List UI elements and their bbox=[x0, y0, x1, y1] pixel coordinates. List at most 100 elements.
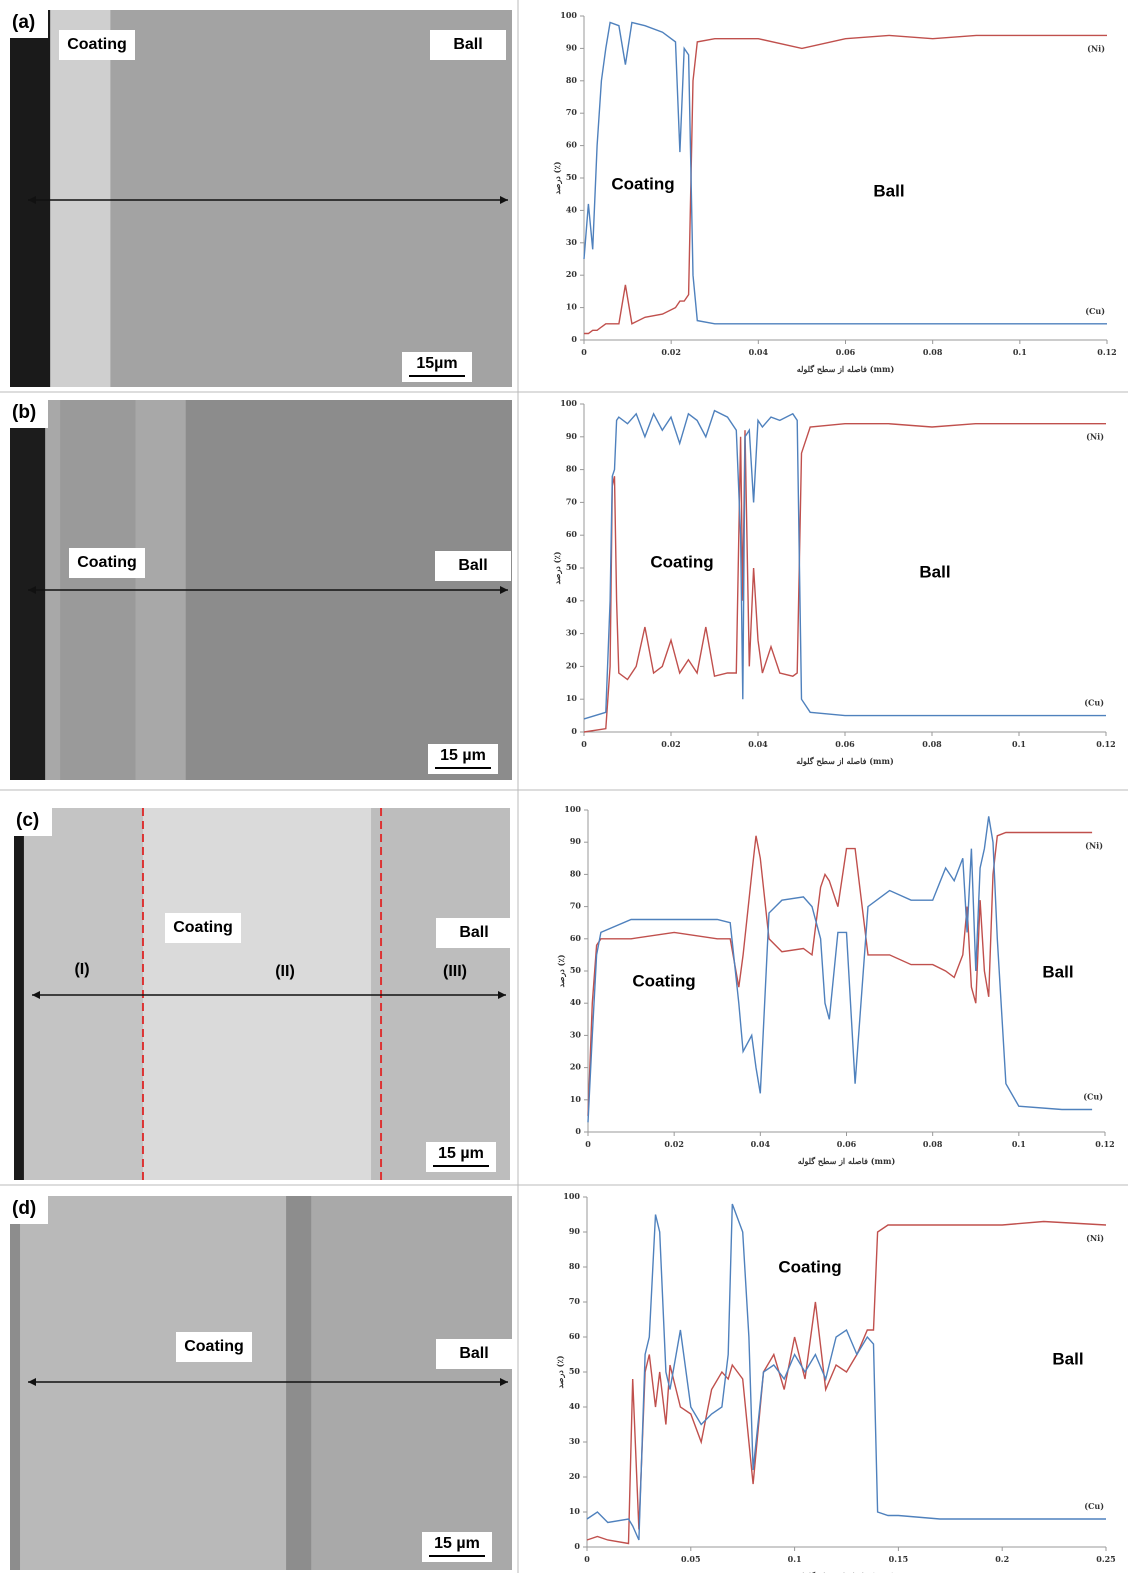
series-line bbox=[586, 1220, 1107, 1545]
legend-label: (Cu) bbox=[1084, 1501, 1104, 1511]
x-tick-label: 0.04 bbox=[751, 1139, 771, 1149]
x-tick-label: 0 bbox=[581, 347, 587, 357]
x-tick-label: 0.1 bbox=[1013, 347, 1027, 357]
x-tick-label: 0.06 bbox=[835, 739, 855, 749]
x-tick-label: 0.02 bbox=[661, 347, 680, 357]
legend-label: (Ni) bbox=[1086, 1233, 1104, 1243]
x-tick-label: 0.05 bbox=[681, 1554, 700, 1564]
x-tick-label: 0.12 bbox=[1096, 739, 1115, 749]
x-tick-label: 0.02 bbox=[664, 1139, 683, 1149]
image-label: Coating bbox=[173, 919, 233, 936]
annotation: Coating bbox=[650, 552, 713, 571]
y-tick-label: 20 bbox=[569, 1471, 581, 1481]
y-tick-label: 30 bbox=[566, 237, 578, 247]
y-tick-label: 40 bbox=[570, 997, 582, 1007]
annotation: Coating bbox=[611, 174, 674, 193]
x-axis-label: فاصله از سطح گلوله (mm) bbox=[798, 1156, 896, 1167]
x-tick-label: 0.04 bbox=[749, 347, 769, 357]
image-label: Coating bbox=[184, 1338, 244, 1355]
y-tick-label: 70 bbox=[566, 107, 578, 117]
panel-label-box bbox=[8, 1192, 48, 1224]
panel-label: (c) bbox=[16, 810, 39, 831]
annotation: Ball bbox=[873, 181, 904, 200]
sem-image-region bbox=[20, 1196, 287, 1570]
legend-label: (Cu) bbox=[1083, 1091, 1103, 1101]
y-tick-label: 0 bbox=[571, 334, 577, 344]
x-tick-label: 0.08 bbox=[923, 347, 943, 357]
image-label: Ball bbox=[459, 924, 488, 941]
sem-image-region bbox=[14, 808, 24, 1180]
label-box bbox=[59, 30, 135, 60]
image-label: (III) bbox=[443, 963, 467, 980]
x-tick-label: 0.02 bbox=[661, 739, 680, 749]
y-tick-label: 100 bbox=[564, 804, 581, 814]
y-tick-label: 100 bbox=[560, 398, 577, 408]
y-tick-label: 40 bbox=[566, 204, 578, 214]
y-tick-label: 50 bbox=[566, 172, 578, 182]
x-tick-label: 0.08 bbox=[922, 739, 942, 749]
y-axis-label: درصد (٪) bbox=[555, 1355, 566, 1388]
image-label: Ball bbox=[459, 1345, 488, 1362]
x-axis-label: فاصله از سطح گلوله (mm) bbox=[796, 756, 894, 767]
series-line bbox=[587, 831, 1093, 1116]
image-label: Coating bbox=[67, 36, 127, 53]
y-tick-label: 10 bbox=[569, 1506, 581, 1516]
y-tick-label: 70 bbox=[569, 1296, 581, 1306]
series-line bbox=[586, 1203, 1106, 1541]
image-label: (II) bbox=[275, 963, 295, 980]
sem-image-region bbox=[10, 10, 51, 387]
y-tick-label: 90 bbox=[570, 836, 582, 846]
y-tick-label: 20 bbox=[566, 660, 578, 670]
y-tick-label: 0 bbox=[574, 1541, 580, 1551]
y-tick-label: 80 bbox=[566, 75, 578, 85]
y-tick-label: 20 bbox=[570, 1062, 582, 1072]
x-tick-label: 0 bbox=[581, 739, 587, 749]
sem-image-region bbox=[142, 808, 372, 1180]
series-line bbox=[583, 409, 1106, 720]
x-tick-label: 0.04 bbox=[748, 739, 768, 749]
panel-label-box bbox=[8, 6, 48, 38]
y-tick-label: 0 bbox=[571, 726, 577, 736]
label-box bbox=[436, 1339, 512, 1369]
x-tick-label: 0.1 bbox=[1012, 1139, 1026, 1149]
series-line bbox=[584, 34, 1107, 335]
x-tick-label: 0.1 bbox=[788, 1554, 802, 1564]
annotation: Ball bbox=[1052, 1349, 1083, 1368]
image-label: Ball bbox=[453, 36, 482, 53]
x-tick-label: 0.2 bbox=[995, 1554, 1009, 1564]
y-tick-label: 90 bbox=[566, 42, 578, 52]
y-tick-label: 90 bbox=[566, 431, 578, 441]
y-tick-label: 50 bbox=[569, 1366, 581, 1376]
series-line bbox=[587, 816, 1093, 1123]
label-box bbox=[435, 551, 511, 581]
y-tick-label: 0 bbox=[575, 1126, 581, 1136]
y-axis-label: درصد (٪) bbox=[552, 161, 563, 194]
y-tick-label: 60 bbox=[569, 1331, 581, 1341]
x-tick-label: 0.06 bbox=[837, 1139, 857, 1149]
y-tick-label: 50 bbox=[566, 562, 578, 572]
y-tick-label: 10 bbox=[566, 302, 578, 312]
series-line bbox=[583, 423, 1106, 733]
legend-label: (Ni) bbox=[1087, 43, 1105, 53]
x-tick-label: 0.12 bbox=[1095, 1139, 1114, 1149]
label-box bbox=[430, 30, 506, 60]
x-tick-label: 0.06 bbox=[836, 347, 856, 357]
series-line bbox=[583, 21, 1107, 325]
scale-bar-label: 15µm bbox=[416, 355, 457, 372]
label-box bbox=[165, 913, 241, 943]
y-tick-label: 60 bbox=[566, 529, 578, 539]
y-axis-label: درصد (٪) bbox=[552, 551, 563, 584]
scale-bar-label: 15 µm bbox=[434, 1535, 480, 1552]
y-tick-label: 60 bbox=[566, 140, 578, 150]
y-tick-label: 70 bbox=[570, 901, 582, 911]
scale-bar-label: 15 µm bbox=[438, 1145, 484, 1162]
y-tick-label: 30 bbox=[570, 1029, 582, 1039]
x-axis-label: فاصله از سطح گلوله (mm) bbox=[797, 364, 895, 375]
legend-label: (Cu) bbox=[1085, 306, 1105, 316]
y-tick-label: 90 bbox=[569, 1226, 581, 1236]
image-label: Coating bbox=[77, 554, 137, 571]
y-axis-label: درصد (٪) bbox=[556, 954, 567, 987]
x-axis-label: فاصله از سطح گلوله (mm) bbox=[798, 1571, 896, 1573]
panel-label: (b) bbox=[12, 402, 36, 423]
